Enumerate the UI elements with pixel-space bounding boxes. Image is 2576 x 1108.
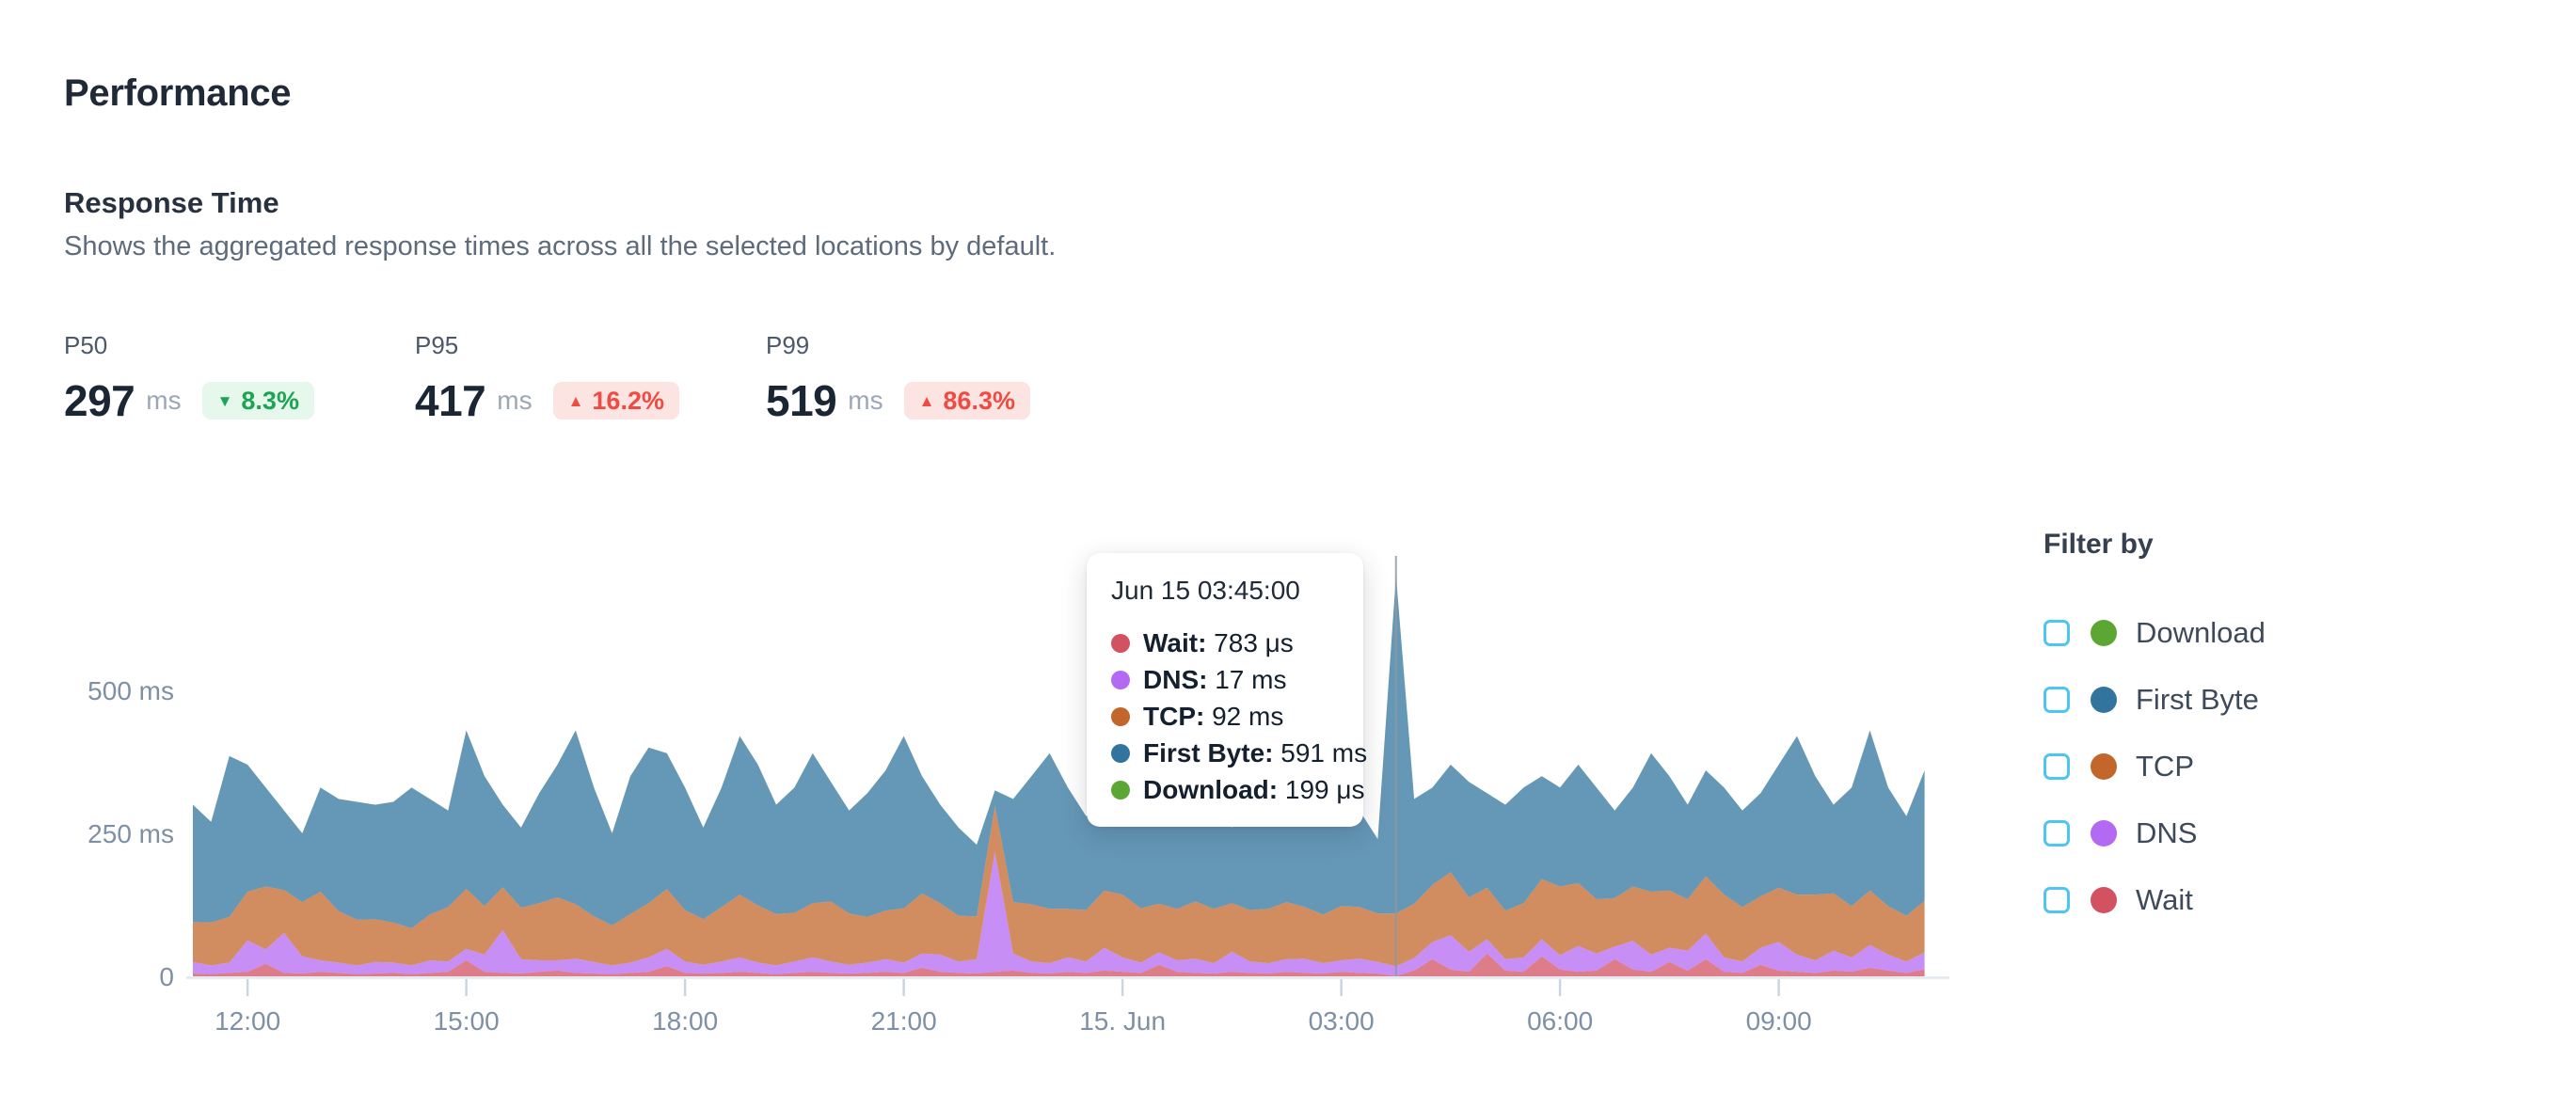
filter-item-first-byte[interactable]: First Byte xyxy=(2043,683,2266,716)
metric-label: P99 xyxy=(766,331,810,359)
filter-label: Download xyxy=(2136,616,2266,649)
metric-label: P95 xyxy=(415,331,459,359)
tooltip-row-first-byte: First Byte: 591 ms xyxy=(1111,735,1367,771)
change-value: 16.2% xyxy=(592,386,664,415)
tcp-checkbox[interactable] xyxy=(2043,753,2070,780)
trend-down-icon: ▼ xyxy=(216,391,233,410)
svg-text:09:00: 09:00 xyxy=(1746,1006,1812,1036)
metric-value: 297 xyxy=(64,376,135,425)
filter-item-download[interactable]: Download xyxy=(2043,616,2266,649)
filter-title: Filter by xyxy=(2043,529,2154,560)
metric-value: 417 xyxy=(415,376,486,425)
metric-p50: P50 297 ms ▼ 8.3% xyxy=(64,331,415,426)
svg-text:03:00: 03:00 xyxy=(1309,1006,1375,1036)
metric-label: P50 xyxy=(64,331,108,359)
filter-panel: Filter by Download First Byte TCP DNS Wa… xyxy=(2043,529,2266,953)
response-time-chart-svg: 12:00 15:00 18:00 21:00 15. Jun 03:00 06:00 09:… xyxy=(87,556,1949,1036)
wait-dot-icon xyxy=(2091,887,2117,913)
trend-up-icon: ▲ xyxy=(918,391,935,410)
svg-text:500 ms: 500 ms xyxy=(87,676,174,705)
change-badge: ▲ 16.2% xyxy=(552,382,679,419)
dns-series-dot-icon xyxy=(1111,670,1130,689)
tooltip-row-download: Download: 199 μs xyxy=(1111,771,1365,808)
svg-text:0: 0 xyxy=(159,962,174,991)
change-badge: ▲ 86.3% xyxy=(903,382,1030,419)
percentile-metrics: P50 297 ms ▼ 8.3% P95 417 ms ▲ 16.2% P99… xyxy=(64,331,1117,426)
page-title: Performance xyxy=(64,71,292,114)
dns-checkbox[interactable] xyxy=(2043,820,2070,847)
first-byte-checkbox[interactable] xyxy=(2043,687,2070,713)
change-value: 86.3% xyxy=(943,386,1015,415)
area-first-byte xyxy=(193,575,1925,928)
trend-up-icon: ▲ xyxy=(567,391,584,410)
tooltip-row-tcp: TCP: 92 ms xyxy=(1111,698,1339,735)
svg-text:18:00: 18:00 xyxy=(652,1006,718,1036)
area-wait xyxy=(193,953,1925,976)
metric-p95: P95 417 ms ▲ 16.2% xyxy=(415,331,766,426)
filter-item-wait[interactable]: Wait xyxy=(2043,883,2266,916)
svg-text:15. Jun: 15. Jun xyxy=(1079,1006,1166,1036)
metric-unit: ms xyxy=(848,386,883,415)
metric-value: 519 xyxy=(766,376,837,425)
tcp-series-dot-icon xyxy=(1111,706,1130,726)
filter-item-dns[interactable]: DNS xyxy=(2043,816,2266,849)
metric-unit: ms xyxy=(146,386,182,415)
tooltip-timestamp: Jun 15 03:45:00 xyxy=(1111,576,1300,605)
wait-series-dot-icon xyxy=(1111,633,1130,653)
response-time-chart[interactable]: 12:00 15:00 18:00 21:00 15. Jun 03:00 06:00 09:… xyxy=(75,522,2051,1068)
section-title: Response Time xyxy=(64,185,279,219)
download-checkbox[interactable] xyxy=(2043,620,2070,646)
change-badge: ▼ 8.3% xyxy=(201,382,314,419)
wait-checkbox[interactable] xyxy=(2043,887,2070,913)
svg-text:06:00: 06:00 xyxy=(1527,1006,1593,1036)
filter-label: Wait xyxy=(2136,883,2193,916)
tooltip-row-dns: DNS: 17 ms xyxy=(1111,661,1339,698)
first-byte-dot-icon xyxy=(2091,687,2117,713)
dns-dot-icon xyxy=(2091,820,2117,847)
area-dns xyxy=(193,851,1925,976)
tooltip-row-wait: Wait: 783 μs xyxy=(1111,625,1339,661)
chart-tooltip: Jun 15 03:45:00 Wait: 783 μs DNS: 17 ms … xyxy=(1087,553,1367,827)
download-series-dot-icon xyxy=(1111,780,1130,799)
metric-p99: P99 519 ms ▲ 86.3% xyxy=(766,331,1117,426)
tcp-dot-icon xyxy=(2091,753,2117,780)
stacked-areas xyxy=(193,575,1925,976)
filter-label: First Byte xyxy=(2136,683,2259,716)
change-value: 8.3% xyxy=(241,386,299,415)
first-byte-series-dot-icon xyxy=(1111,743,1130,763)
filter-label: TCP xyxy=(2136,750,2194,783)
filter-label: DNS xyxy=(2136,816,2198,849)
section-description: Shows the aggregated response times acro… xyxy=(64,231,1057,261)
svg-text:12:00: 12:00 xyxy=(215,1006,280,1036)
svg-text:15:00: 15:00 xyxy=(434,1006,500,1036)
svg-text:21:00: 21:00 xyxy=(871,1006,937,1036)
metric-unit: ms xyxy=(497,386,533,415)
y-axis: 0 250 ms 500 ms xyxy=(87,676,174,991)
x-axis: 12:00 15:00 18:00 21:00 15. Jun 03:00 06:00 09:… xyxy=(215,979,1812,1036)
svg-text:250 ms: 250 ms xyxy=(87,819,174,848)
area-tcp xyxy=(193,805,1925,967)
filter-item-tcp[interactable]: TCP xyxy=(2043,750,2266,783)
download-dot-icon xyxy=(2091,620,2117,646)
